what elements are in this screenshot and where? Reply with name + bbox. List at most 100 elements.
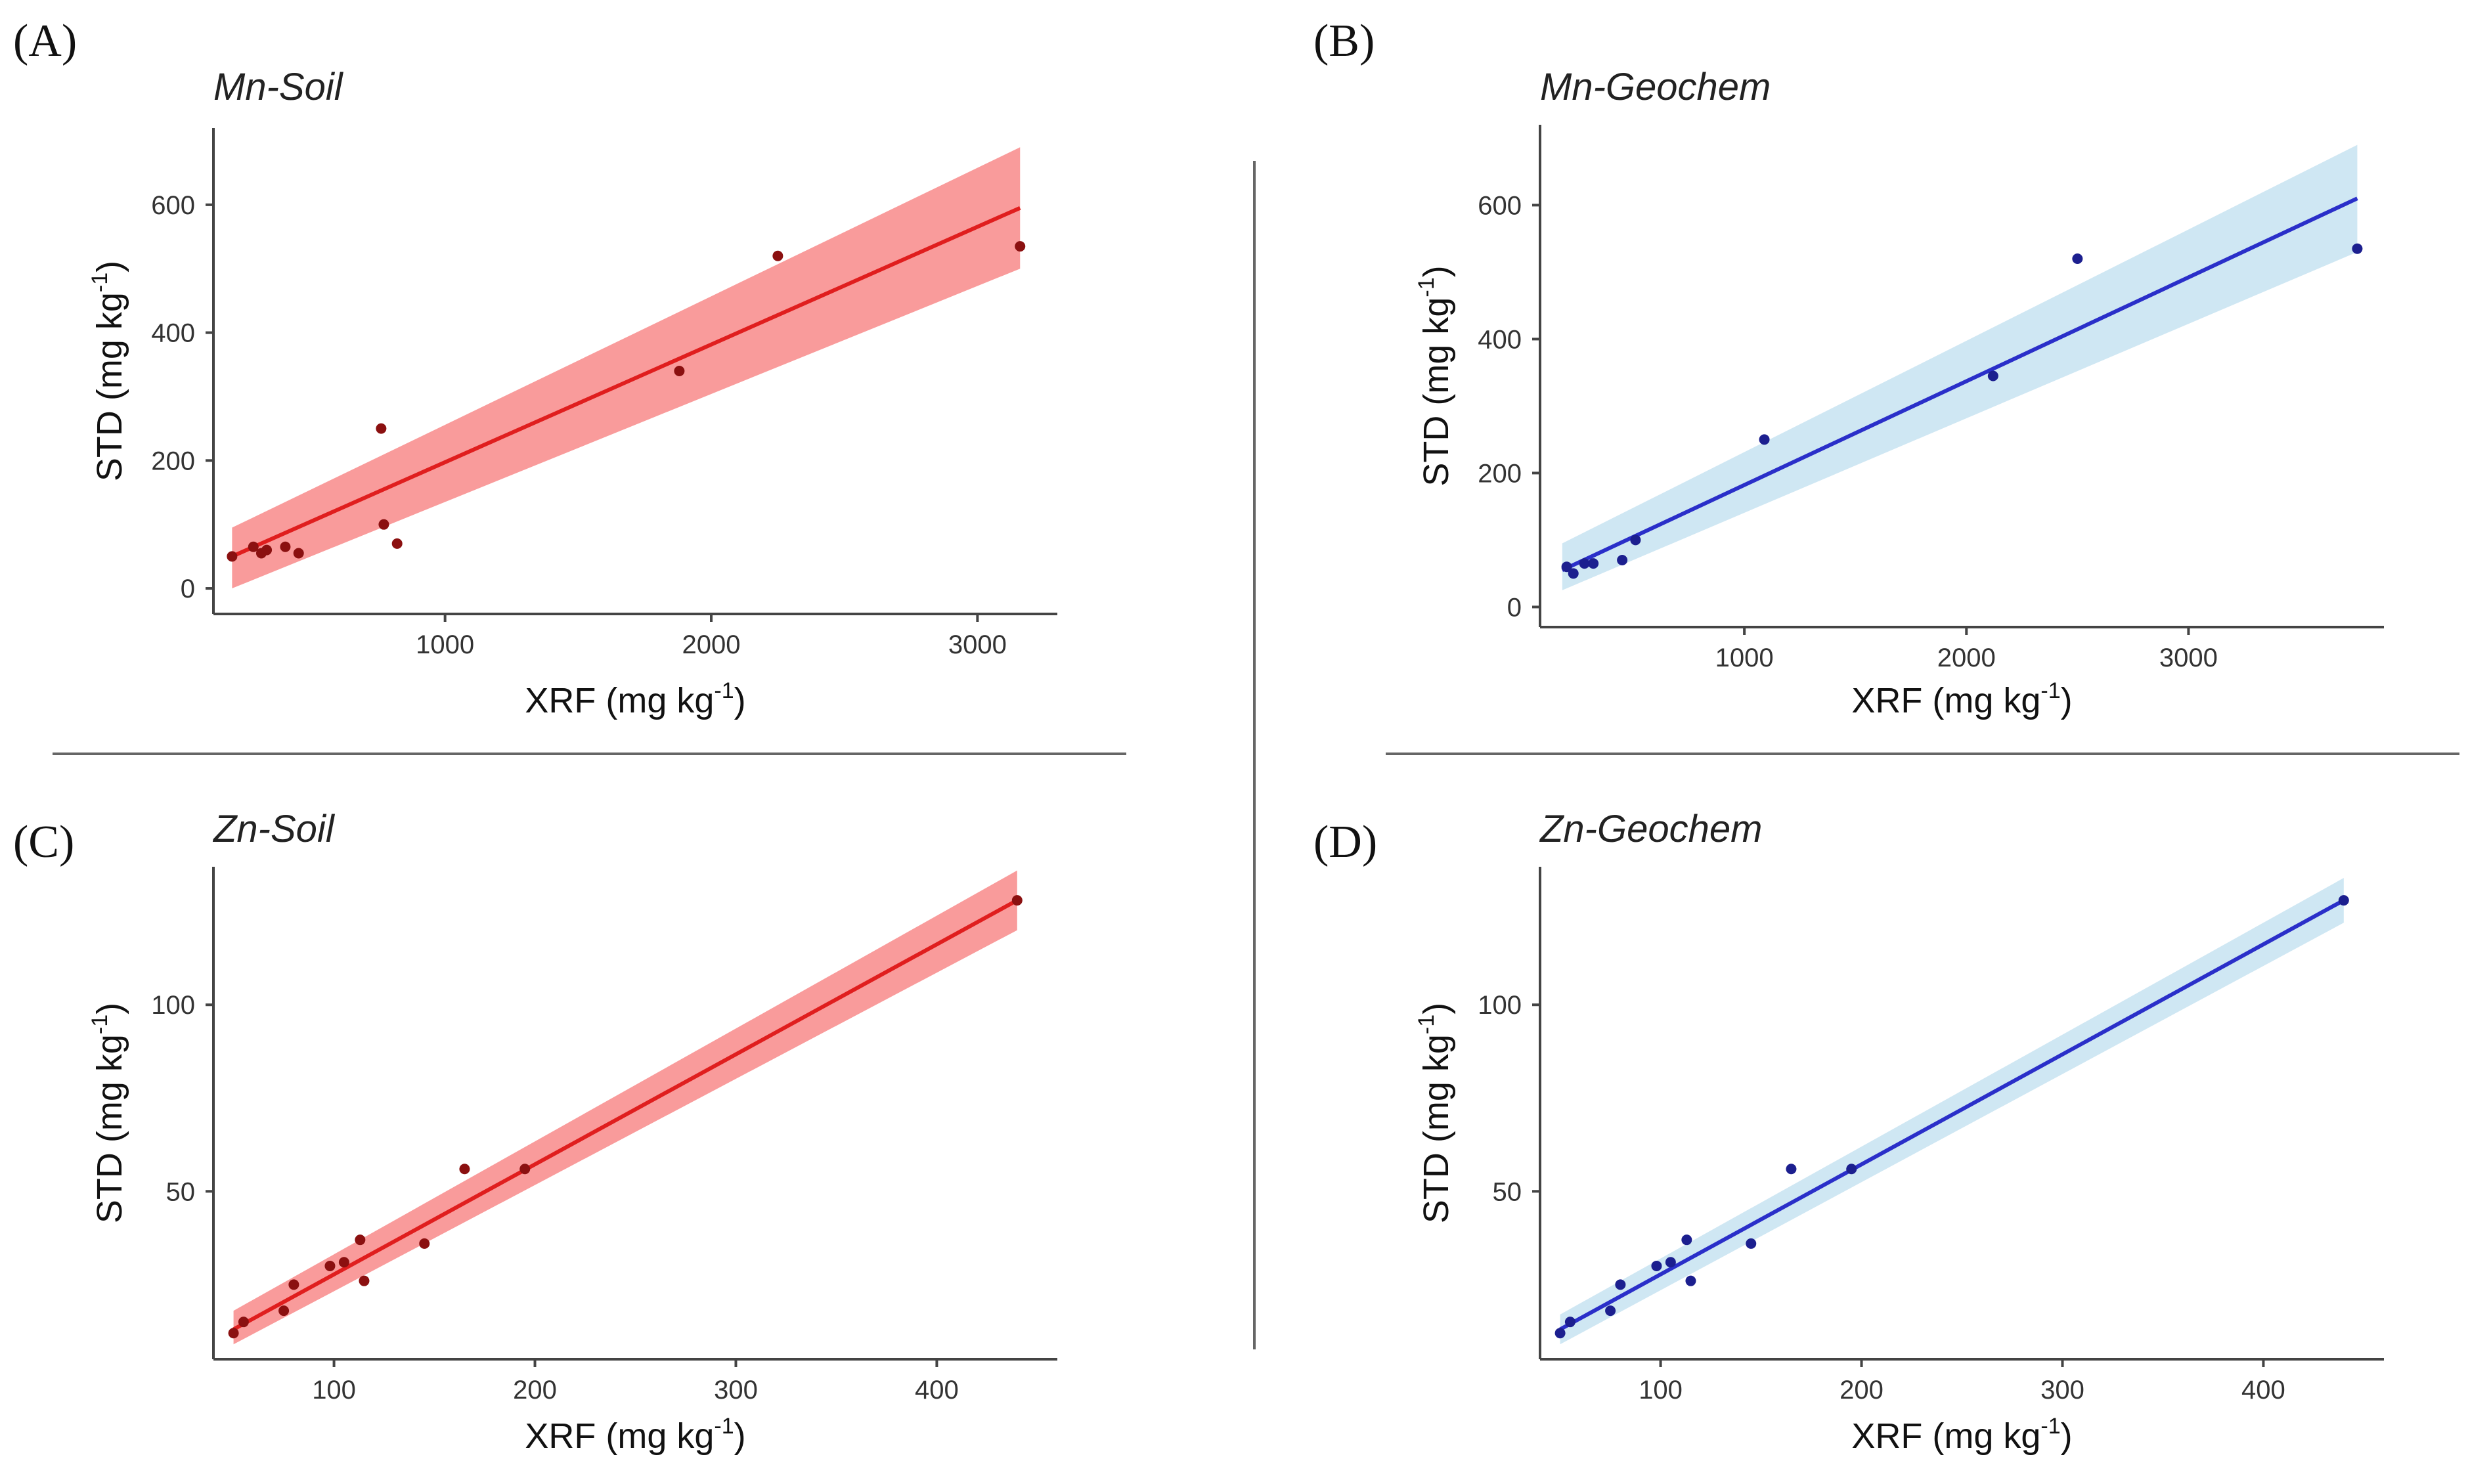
data-point — [1665, 1257, 1676, 1268]
data-point — [248, 541, 259, 552]
panel-title: Mn-Geochem — [1540, 66, 1771, 108]
data-point — [1846, 1164, 1857, 1175]
x-tick-label: 100 — [1639, 1376, 1683, 1405]
data-point — [1630, 535, 1641, 546]
x-tick-label: 200 — [513, 1376, 557, 1405]
x-tick-label: 400 — [915, 1376, 959, 1405]
panel-letter: (C) — [13, 817, 74, 867]
data-point — [378, 519, 389, 530]
panel-c-zn-soil: (C) Zn-Soil 100 200 300 400 50 100 XRF (mg kg-1)… — [13, 808, 1057, 1456]
data-point — [1554, 1328, 1566, 1339]
y-tick-label: 50 — [1493, 1177, 1522, 1206]
x-tick-label: 3000 — [948, 630, 1007, 659]
y-tick-label: 50 — [166, 1177, 196, 1206]
data-point — [1681, 1234, 1692, 1246]
data-point — [519, 1164, 531, 1175]
x-tick-label: 3000 — [2159, 644, 2218, 672]
data-point — [288, 1279, 299, 1290]
regression-line — [231, 206, 1021, 559]
x-tick-label: 2000 — [1937, 644, 1996, 672]
data-point — [359, 1275, 370, 1286]
data-point — [1011, 895, 1023, 906]
x-axis-label: XRF (mg kg-1) — [1851, 1414, 2072, 1456]
y-tick-label: 200 — [151, 447, 195, 475]
data-point — [228, 1328, 239, 1339]
regression-line — [232, 898, 1019, 1332]
regression-line — [1559, 898, 2345, 1332]
x-tick-label: 100 — [312, 1376, 356, 1405]
data-point — [1568, 568, 1579, 579]
panel-letter: (D) — [1313, 817, 1377, 867]
y-tick-label: 600 — [1478, 191, 1522, 220]
x-tick-label: 300 — [714, 1376, 758, 1405]
confidence-band — [1562, 144, 2358, 590]
x-axis-label: XRF (mg kg-1) — [525, 678, 745, 720]
data-point — [355, 1234, 366, 1246]
data-point — [459, 1164, 470, 1175]
data-point — [1579, 558, 1590, 569]
data-point — [1605, 1305, 1616, 1317]
confidence-band — [1560, 878, 2344, 1345]
data-point — [280, 541, 291, 552]
data-point — [674, 366, 685, 376]
x-tick-label: 300 — [2040, 1376, 2084, 1405]
data-point — [1564, 1317, 1576, 1328]
data-point — [238, 1317, 249, 1328]
data-point — [376, 423, 387, 434]
data-point — [2338, 895, 2349, 906]
data-point — [1015, 241, 1026, 252]
data-point — [1615, 1279, 1626, 1290]
x-tick-label: 2000 — [682, 630, 741, 659]
y-axis-label: STD (mg kg-1) — [87, 1003, 129, 1223]
panel-b-mn-geochem: (B) Mn-Geochem 1000 2000 3000 0 200 400 600 XRF (… — [1313, 16, 2384, 720]
data-point — [324, 1260, 336, 1271]
regression-line — [1561, 196, 2358, 573]
data-point — [227, 551, 238, 562]
data-point — [293, 548, 304, 559]
data-point — [261, 544, 273, 556]
panel-letter: (A) — [13, 16, 77, 66]
data-point — [2352, 243, 2363, 254]
data-point — [772, 250, 783, 261]
x-axis-label: XRF (mg kg-1) — [1851, 678, 2072, 720]
panel-title: Zn-Geochem — [1539, 808, 1762, 850]
panel-title: Zn-Soil — [212, 808, 336, 850]
y-tick-label: 0 — [1507, 593, 1522, 622]
panel-d-zn-geochem: (D) Zn-Geochem 100 200 300 400 50 100 XRF (mg kg… — [1313, 808, 2384, 1456]
panel-letter: (B) — [1313, 16, 1375, 66]
data-point — [1561, 561, 1572, 573]
x-axis-label: XRF (mg kg-1) — [525, 1414, 745, 1456]
y-tick-label: 600 — [151, 191, 195, 220]
y-tick-label: 100 — [151, 991, 195, 1020]
y-axis-label: STD (mg kg-1) — [1414, 1003, 1456, 1223]
x-tick-label: 1000 — [1715, 644, 1774, 672]
x-tick-label: 200 — [1840, 1376, 1884, 1405]
data-point — [2072, 253, 2083, 264]
data-point — [1588, 558, 1599, 569]
data-point — [391, 538, 403, 549]
data-point — [1651, 1260, 1662, 1271]
x-tick-label: 1000 — [416, 630, 474, 659]
data-point — [419, 1238, 430, 1249]
data-point — [1746, 1238, 1757, 1249]
data-point — [1759, 434, 1770, 445]
y-axis-label: STD (mg kg-1) — [1414, 265, 1456, 486]
confidence-band — [232, 147, 1021, 589]
data-point — [1786, 1164, 1797, 1175]
y-tick-label: 100 — [1478, 991, 1522, 1020]
y-tick-label: 0 — [181, 575, 195, 603]
y-axis-label: STD (mg kg-1) — [87, 261, 129, 481]
confidence-band — [233, 870, 1017, 1345]
y-tick-label: 200 — [1478, 459, 1522, 488]
y-tick-label: 400 — [1478, 325, 1522, 354]
data-point — [338, 1257, 349, 1268]
data-point — [1617, 555, 1628, 565]
panel-title: Mn-Soil — [213, 66, 344, 108]
data-point — [1987, 370, 1998, 382]
x-tick-label: 400 — [2241, 1376, 2285, 1405]
panel-a-mn-soil: (A) Mn-Soil 1000 2000 3000 0 200 400 600 XRF (mg … — [13, 16, 1057, 720]
data-point — [278, 1305, 290, 1317]
y-tick-label: 400 — [151, 319, 195, 348]
data-point — [1685, 1275, 1696, 1286]
